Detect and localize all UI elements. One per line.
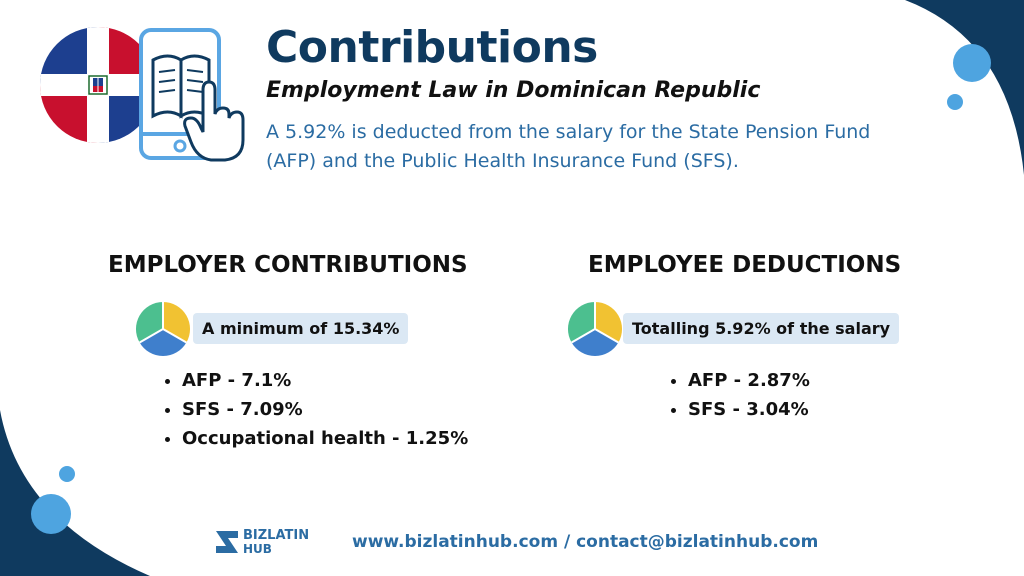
decor-circle-large-top (953, 44, 991, 82)
list-item: SFS - 3.04% (688, 395, 810, 424)
pie-chart-icon (567, 302, 623, 357)
bottom-left-wave (0, 410, 150, 576)
employer-summary-badge: A minimum of 15.34% (193, 313, 409, 344)
employer-heading: EMPLOYER CONTRIBUTIONS (108, 252, 468, 278)
decor-circle-small-top (947, 94, 963, 110)
logo-text-top: BIZLATIN (243, 528, 310, 543)
top-right-wave (905, 0, 1024, 175)
page-subtitle: Employment Law in Dominican Republic (266, 78, 761, 103)
tablet-book-icon (139, 28, 245, 162)
page-title: Contributions (266, 22, 598, 73)
employer-contribution-list: AFP - 7.1% SFS - 7.09% Occupational heal… (162, 366, 468, 453)
employee-heading: EMPLOYEE DEDUCTIONS (588, 252, 902, 278)
employee-summary-badge: Totalling 5.92% of the salary (623, 313, 900, 344)
employee-deduction-list: AFP - 2.87% SFS - 3.04% (668, 366, 810, 424)
list-item: Occupational health - 1.25% (182, 424, 468, 453)
logo-text-bottom: HUB (243, 542, 272, 556)
decor-circle-large-bottom (31, 494, 71, 534)
decor-circle-small-bottom (59, 466, 75, 482)
bizlatinhub-logo-icon (216, 531, 238, 553)
list-item: AFP - 2.87% (688, 366, 810, 395)
list-item: SFS - 7.09% (182, 395, 468, 424)
footer-contact[interactable]: www.bizlatinhub.com / contact@bizlatinhu… (352, 532, 819, 552)
page-description: A 5.92% is deducted from the salary for … (266, 121, 871, 172)
pie-chart-icon (135, 302, 191, 357)
list-item: AFP - 7.1% (182, 366, 468, 395)
